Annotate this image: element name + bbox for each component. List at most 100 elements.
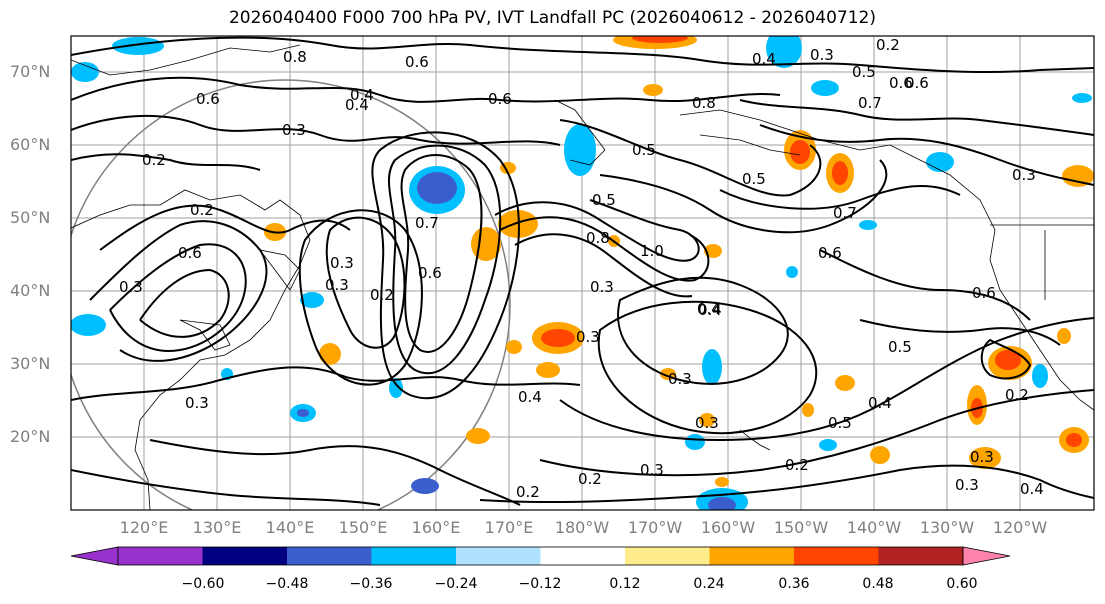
colorbar-segment bbox=[371, 547, 457, 565]
contour-label: 0.3 bbox=[695, 414, 719, 432]
lon-label: 150°E bbox=[338, 518, 388, 537]
colorbar-segment bbox=[878, 547, 964, 565]
contour-label: 0.2 bbox=[578, 470, 602, 488]
lon-label: 150°W bbox=[773, 518, 829, 537]
contour-label: 0.6 bbox=[972, 284, 996, 302]
contour-label: 0.2 bbox=[1005, 386, 1029, 404]
lat-label: 20°N bbox=[10, 427, 51, 446]
colorbar-segment bbox=[709, 547, 795, 565]
contour-labels: 0.8 0.6 0.3 0.2 0.6 0.4 0.6 0.8 0.4 0.3 … bbox=[119, 36, 1044, 501]
colorbar-segment bbox=[456, 547, 541, 565]
contour-label: 0.8 bbox=[586, 229, 610, 247]
contour-label: 0.2 bbox=[785, 456, 809, 474]
lon-label: 120°W bbox=[992, 518, 1048, 537]
lon-label: 120°E bbox=[119, 518, 169, 537]
colorbar-extend-min bbox=[70, 546, 119, 566]
colorbar-tick-label: 0.12 bbox=[609, 576, 641, 592]
lon-label: 170°E bbox=[484, 518, 534, 537]
lat-label: 60°N bbox=[10, 135, 51, 154]
lon-label: 130°W bbox=[919, 518, 975, 537]
colorbar-segment bbox=[794, 547, 879, 565]
colorbar-tick-label: −0.48 bbox=[265, 576, 309, 592]
contour-label: 0.3 bbox=[810, 46, 834, 64]
contour-label: 0.5 bbox=[852, 63, 876, 81]
colorbar-extend-max bbox=[962, 546, 1011, 566]
contour-label: 0.6 bbox=[418, 264, 442, 282]
contour-label: 0.4 bbox=[1020, 480, 1044, 498]
contour-label: 0.4 bbox=[752, 50, 776, 68]
contour-label: 0.2 bbox=[370, 286, 394, 304]
contour-label: 0.6 bbox=[905, 74, 929, 92]
lon-label: 160°W bbox=[700, 518, 756, 537]
colorbar bbox=[70, 546, 1011, 566]
contour-label: 0.3 bbox=[590, 278, 614, 296]
contour-label: 0.2 bbox=[516, 483, 540, 501]
map-title: 2026040400 F000 700 hPa PV, IVT Landfall… bbox=[228, 8, 876, 28]
colorbar-segment bbox=[540, 547, 626, 565]
contour-label: 0.5 bbox=[592, 191, 616, 209]
lon-label: 140°W bbox=[846, 518, 902, 537]
colorbar-segment bbox=[118, 547, 203, 565]
lon-label: 160°E bbox=[411, 518, 461, 537]
contour-label: 0.6 bbox=[889, 74, 913, 92]
contour-label: 0.2 bbox=[876, 36, 900, 54]
colorbar-segment bbox=[202, 547, 288, 565]
contour-label: 0.5 bbox=[888, 338, 912, 356]
contour-label: 0.3 bbox=[576, 328, 600, 346]
lon-label: 170°W bbox=[627, 518, 683, 537]
contour-label: 0.6 bbox=[488, 90, 512, 108]
contour-label: 0.3 bbox=[330, 254, 354, 272]
contour-label: 0.8 bbox=[692, 94, 716, 112]
lat-label: 40°N bbox=[10, 281, 51, 300]
contour-label: 0.7 bbox=[415, 214, 439, 232]
contour-label: 0.3 bbox=[325, 276, 349, 294]
contour-label: 0.5 bbox=[632, 141, 656, 159]
colorbar-frame bbox=[117, 546, 964, 566]
map-frame bbox=[70, 35, 1095, 511]
contour-label: 0.3 bbox=[640, 461, 664, 479]
contour-label: 0.6 bbox=[178, 244, 202, 262]
contour-label: 0.6 bbox=[405, 53, 429, 71]
contour-label: 0.4 bbox=[698, 301, 722, 319]
contour-label: 0.4 bbox=[345, 96, 369, 114]
contour-label: 0.6 bbox=[818, 244, 842, 262]
contour-label: 0.7 bbox=[833, 204, 857, 222]
contour-label: 0.5 bbox=[828, 414, 852, 432]
graticule bbox=[71, 36, 1094, 510]
lat-label: 50°N bbox=[10, 208, 51, 227]
contour-label: 0.3 bbox=[185, 394, 209, 412]
contour-label: 0.3 bbox=[1012, 166, 1036, 184]
colorbar-tick-label: 0.48 bbox=[862, 576, 894, 592]
contour-label: 0.3 bbox=[668, 370, 692, 388]
contour-label: 0.4 bbox=[697, 300, 721, 318]
colorbar-tick-label: −0.60 bbox=[181, 576, 225, 592]
contour-label: 0.3 bbox=[119, 278, 143, 296]
contour-label: 0.4 bbox=[350, 86, 374, 104]
pv-contours bbox=[71, 36, 1094, 506]
contour-label: 0.3 bbox=[282, 121, 306, 139]
colorbar-segment bbox=[625, 547, 710, 565]
contour-label: 0.4 bbox=[518, 388, 542, 406]
contour-label: 0.8 bbox=[283, 48, 307, 66]
contour-label: 1.0 bbox=[640, 242, 664, 260]
contour-label: 0.2 bbox=[190, 201, 214, 219]
contour-label: 0.5 bbox=[742, 170, 766, 188]
lat-label: 30°N bbox=[10, 354, 51, 373]
lon-label: 180°W bbox=[554, 518, 610, 537]
contour-label: 0.4 bbox=[868, 394, 892, 412]
contour-label: 0.3 bbox=[970, 448, 994, 466]
contour-label: 0.6 bbox=[196, 90, 220, 108]
colorbar-tick-label: 0.24 bbox=[693, 576, 725, 592]
colorbar-segment bbox=[287, 547, 372, 565]
colorbar-tick-label: −0.12 bbox=[518, 576, 562, 592]
colorbar-tick-label: −0.24 bbox=[434, 576, 478, 592]
colorbar-tick-label: 0.60 bbox=[946, 576, 978, 592]
lat-label: 70°N bbox=[10, 62, 51, 81]
range-ring bbox=[71, 79, 511, 510]
contour-label: 0.2 bbox=[142, 151, 166, 169]
colorbar-tick-label: −0.36 bbox=[349, 576, 393, 592]
colorbar-tick-label: 0.36 bbox=[778, 576, 810, 592]
contour-label: 0.3 bbox=[955, 476, 979, 494]
lon-label: 140°E bbox=[265, 518, 315, 537]
